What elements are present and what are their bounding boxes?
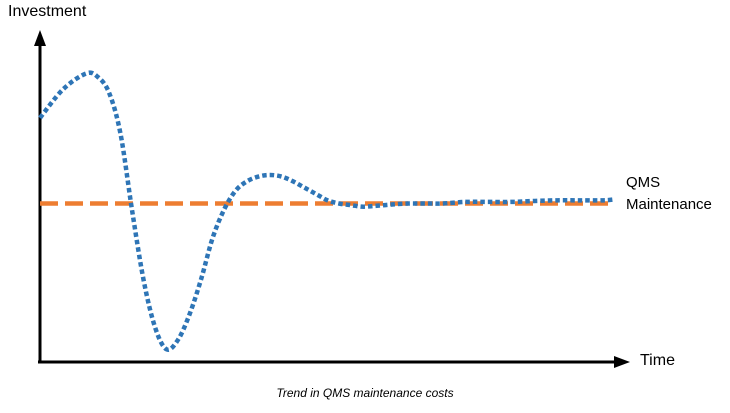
chart-caption: Trend in QMS maintenance costs [276,386,454,400]
series-label-line-2: Maintenance [626,196,712,213]
series-label-line-1: QMS [626,174,661,191]
y-axis-label: Investment [8,3,87,20]
x-axis-label: Time [640,352,675,369]
series-investment-curve [38,70,616,352]
series-layer [38,70,616,352]
y-axis-arrow [34,30,46,46]
x-axis-arrow [614,356,630,368]
